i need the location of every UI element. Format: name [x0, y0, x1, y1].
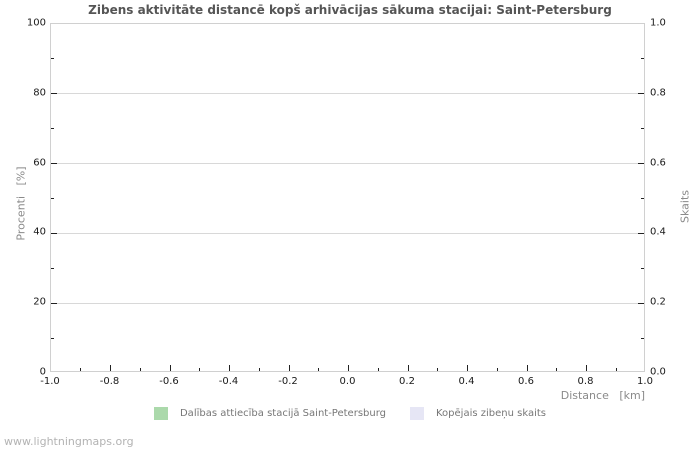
- gridline: [51, 93, 644, 95]
- left-tick-label: 0: [39, 366, 46, 378]
- right-tick-label: 0.4: [650, 226, 666, 238]
- y-minor-tick: [51, 128, 54, 130]
- left-tick-label: 60: [33, 157, 46, 169]
- x-major-tick: [110, 365, 111, 371]
- x-minor-tick: [556, 368, 558, 371]
- x-minor-tick: [318, 368, 320, 371]
- left-tick-label: 100: [26, 17, 46, 29]
- x-major-tick: [526, 365, 528, 371]
- y-minor-tick: [641, 267, 644, 269]
- x-minor-tick: [377, 368, 379, 371]
- y-minor-tick: [51, 198, 54, 199]
- gridline: [51, 232, 644, 234]
- legend: Dalības attiecība stacijā Saint-Petersbu…: [0, 407, 700, 420]
- x-tick-label: 0.6: [518, 376, 534, 387]
- x-tick-label: 0.8: [577, 376, 594, 387]
- x-minor-tick: [258, 368, 260, 371]
- y-major-tick: [51, 232, 57, 234]
- x-major-tick: [467, 365, 468, 371]
- x-major-tick: [288, 365, 290, 371]
- gridline: [51, 163, 644, 165]
- x-major-tick: [586, 365, 587, 371]
- x-minor-tick: [139, 368, 141, 371]
- legend-item: Kopējais zibeņu skaits: [410, 407, 546, 420]
- chart-title: Zibens aktivitāte distancē kopš arhivāci…: [88, 3, 612, 17]
- x-tick-label: 0.2: [399, 376, 415, 387]
- y-minor-tick: [51, 337, 54, 339]
- x-major-tick: [229, 365, 230, 371]
- x-minor-tick: [437, 368, 439, 371]
- plot-area: [50, 23, 645, 372]
- right-axis-title: Skaits: [678, 190, 692, 223]
- y-major-tick: [51, 302, 57, 304]
- y-major-tick: [638, 232, 644, 234]
- x-minor-tick: [80, 368, 82, 371]
- y-minor-tick: [641, 58, 644, 60]
- legend-swatch: [410, 407, 424, 420]
- x-minor-tick: [615, 368, 617, 371]
- legend-label: Dalības attiecība stacijā Saint-Petersbu…: [179, 408, 386, 419]
- y-major-tick: [51, 93, 57, 95]
- x-tick-label: -0.6: [159, 376, 179, 387]
- x-major-tick: [169, 365, 171, 371]
- y-major-tick: [638, 302, 644, 304]
- y-minor-tick: [641, 128, 644, 130]
- left-tick-label: 20: [33, 296, 46, 308]
- legend-label: Kopējais zibeņu skaits: [436, 408, 546, 419]
- legend-item: Dalības attiecība stacijā Saint-Petersbu…: [153, 407, 386, 420]
- right-tick-label: 1.0: [650, 17, 666, 29]
- x-tick-label: -0.2: [278, 376, 298, 387]
- y-minor-tick: [641, 198, 644, 199]
- right-tick-label: 0.6: [650, 157, 666, 169]
- x-minor-tick: [199, 368, 201, 371]
- y-major-tick: [51, 163, 57, 165]
- y-minor-tick: [51, 58, 54, 60]
- y-major-tick: [638, 163, 644, 165]
- legend-swatch: [153, 407, 168, 420]
- watermark-url: www.lightningmaps.org: [4, 435, 134, 448]
- right-tick-label: 0.2: [650, 296, 666, 308]
- x-axis-title: Distance [km]: [560, 389, 645, 402]
- right-tick-label: 0.8: [650, 87, 666, 99]
- right-tick-label: 0.0: [650, 366, 666, 378]
- y-major-tick: [638, 93, 644, 95]
- left-tick-label: 80: [33, 87, 46, 99]
- x-major-tick: [348, 365, 349, 371]
- x-tick-label: 0.4: [458, 376, 475, 387]
- x-major-tick: [407, 365, 409, 371]
- x-tick-label: -0.8: [99, 376, 120, 387]
- x-tick-label: -0.4: [218, 376, 239, 387]
- left-tick-label: 40: [33, 226, 46, 238]
- y-minor-tick: [641, 337, 644, 339]
- x-minor-tick: [496, 368, 498, 371]
- x-tick-label: -1.0: [40, 376, 60, 387]
- left-axis-title: Procenti [%]: [14, 166, 28, 241]
- x-tick-label: 1.0: [637, 376, 653, 387]
- gridline: [51, 302, 644, 304]
- y-minor-tick: [51, 267, 54, 269]
- x-tick-label: 0.0: [339, 376, 356, 387]
